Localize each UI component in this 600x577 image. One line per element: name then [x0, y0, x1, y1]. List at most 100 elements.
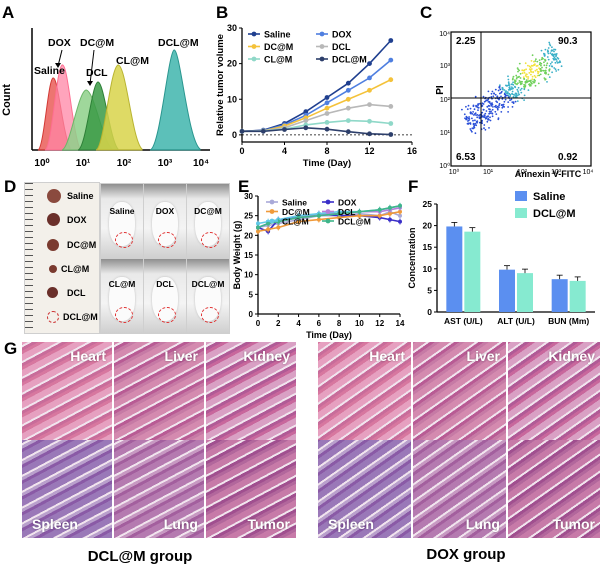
data-point	[337, 211, 342, 216]
flow-dot	[491, 108, 494, 111]
data-point	[296, 215, 301, 220]
flow-dot	[473, 114, 475, 116]
quadrant-ul: 2.25	[456, 36, 476, 47]
tile-label: Liver	[164, 348, 198, 364]
label-clm: CL@M	[116, 55, 149, 67]
flow-dot	[543, 54, 546, 57]
panel-c-ylabel: PI	[435, 85, 446, 95]
flow-dot	[508, 84, 511, 86]
data-point	[345, 105, 351, 111]
flow-dot	[517, 94, 519, 97]
xtick-label: 16	[407, 146, 417, 156]
legend-swatch	[515, 191, 527, 201]
histology-tile-spleen: Spleen	[318, 440, 411, 538]
flow-dot	[491, 115, 494, 118]
x-axis-label: Time (Day)	[303, 158, 351, 169]
flow-dot	[469, 128, 472, 130]
flow-dot	[523, 78, 526, 80]
flow-dot	[490, 110, 492, 113]
flow-dot	[530, 79, 532, 82]
flow-dot	[548, 76, 551, 78]
flow-dot	[510, 86, 513, 88]
flow-dot	[557, 57, 560, 60]
data-point	[324, 100, 330, 106]
legend-label: CL@M	[282, 217, 309, 227]
flow-dot	[538, 67, 540, 70]
panel-c-xlabel: Annexin V-FITC	[515, 169, 582, 178]
flow-dot	[467, 120, 469, 122]
data-point	[324, 105, 330, 111]
flow-dot	[486, 106, 489, 108]
flow-dot	[555, 54, 558, 56]
data-point	[260, 128, 266, 134]
flow-dot	[520, 91, 523, 94]
flow-dot	[512, 81, 514, 84]
data-point	[345, 129, 351, 135]
flow-dot	[543, 77, 546, 79]
ytick-label: 15	[423, 242, 433, 252]
flow-dot	[471, 113, 474, 115]
flow-dot	[537, 82, 540, 85]
flow-dot	[524, 82, 527, 84]
flow-dot	[502, 103, 505, 106]
xtick-label: 2	[276, 319, 281, 328]
flow-dot	[487, 101, 490, 103]
bar	[446, 226, 463, 312]
flow-dot	[478, 117, 481, 120]
legend-label: Saline	[282, 198, 307, 208]
flow-dot	[507, 106, 509, 108]
flow-dot	[481, 119, 483, 122]
bar	[499, 269, 515, 312]
tumor-label-dclm: DCL@M	[63, 312, 98, 322]
flow-dot	[543, 64, 546, 67]
mouse-photo: DCL@M	[186, 258, 230, 334]
flow-dot	[521, 72, 524, 75]
y-axis-label: Concentration	[407, 227, 417, 288]
flow-dot	[538, 74, 541, 77]
clm-peak	[95, 64, 143, 151]
histology-tile-lung: Lung	[413, 440, 506, 538]
flow-dot	[547, 50, 550, 53]
ytick-label: 10	[244, 271, 253, 280]
flow-dot	[547, 58, 550, 61]
flow-dot	[534, 63, 536, 66]
flow-dot	[484, 115, 486, 117]
label-dclm: DCL@M	[158, 37, 199, 49]
flow-dot	[503, 89, 506, 91]
dot-cloud	[461, 41, 563, 135]
data-point	[256, 229, 260, 234]
a-xtick-0: 10⁰	[34, 158, 49, 169]
flow-dot	[473, 108, 476, 111]
flow-dot	[551, 61, 553, 63]
flow-dot	[540, 49, 543, 52]
data-point	[345, 80, 351, 86]
flow-dot	[540, 64, 542, 67]
flow-dot	[511, 92, 513, 95]
flow-dot	[490, 96, 493, 98]
flow-dot	[514, 92, 517, 95]
flow-dot	[483, 100, 486, 103]
flow-dot	[468, 116, 470, 118]
flow-dot	[533, 74, 536, 77]
flow-dot	[473, 124, 476, 127]
flow-dot	[543, 52, 545, 55]
flow-dot	[510, 98, 513, 101]
tile-label: Tumor	[247, 516, 290, 532]
flow-dot	[533, 81, 535, 84]
flow-dot	[504, 95, 506, 98]
flow-dot	[470, 112, 472, 115]
flow-dot	[534, 84, 537, 87]
flow-dot	[540, 70, 542, 72]
tile-label: Spleen	[328, 516, 374, 532]
flow-dot	[511, 106, 514, 108]
flow-dot	[493, 92, 495, 95]
flow-dot	[537, 72, 539, 75]
flow-dot	[481, 122, 483, 125]
flow-dot	[519, 77, 522, 79]
flow-dot	[463, 113, 466, 116]
flow-dot	[529, 69, 532, 71]
histology-tile-lung: Lung	[114, 440, 204, 538]
flow-dot	[527, 89, 530, 91]
flow-dot	[560, 65, 563, 68]
tumor-label-dox: DOX	[67, 215, 87, 225]
